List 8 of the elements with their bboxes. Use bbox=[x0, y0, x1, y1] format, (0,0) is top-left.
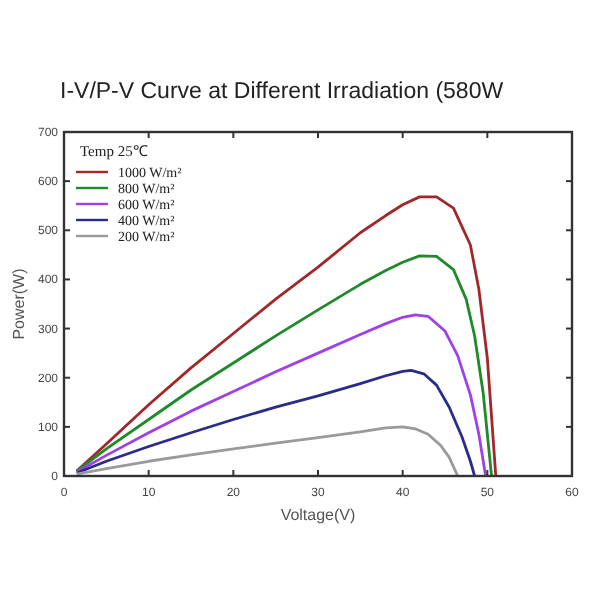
y-axis-title: Power(W) bbox=[10, 267, 28, 340]
line-series bbox=[75, 254, 493, 478]
chart-title: I-V/P-V Curve at Different Irradiation (580W bbox=[60, 80, 504, 104]
x-axis-title: Voltage(V) bbox=[280, 506, 357, 524]
line-series bbox=[75, 195, 498, 478]
line-series bbox=[75, 368, 477, 478]
line-series bbox=[75, 313, 488, 478]
line-series bbox=[75, 425, 460, 478]
